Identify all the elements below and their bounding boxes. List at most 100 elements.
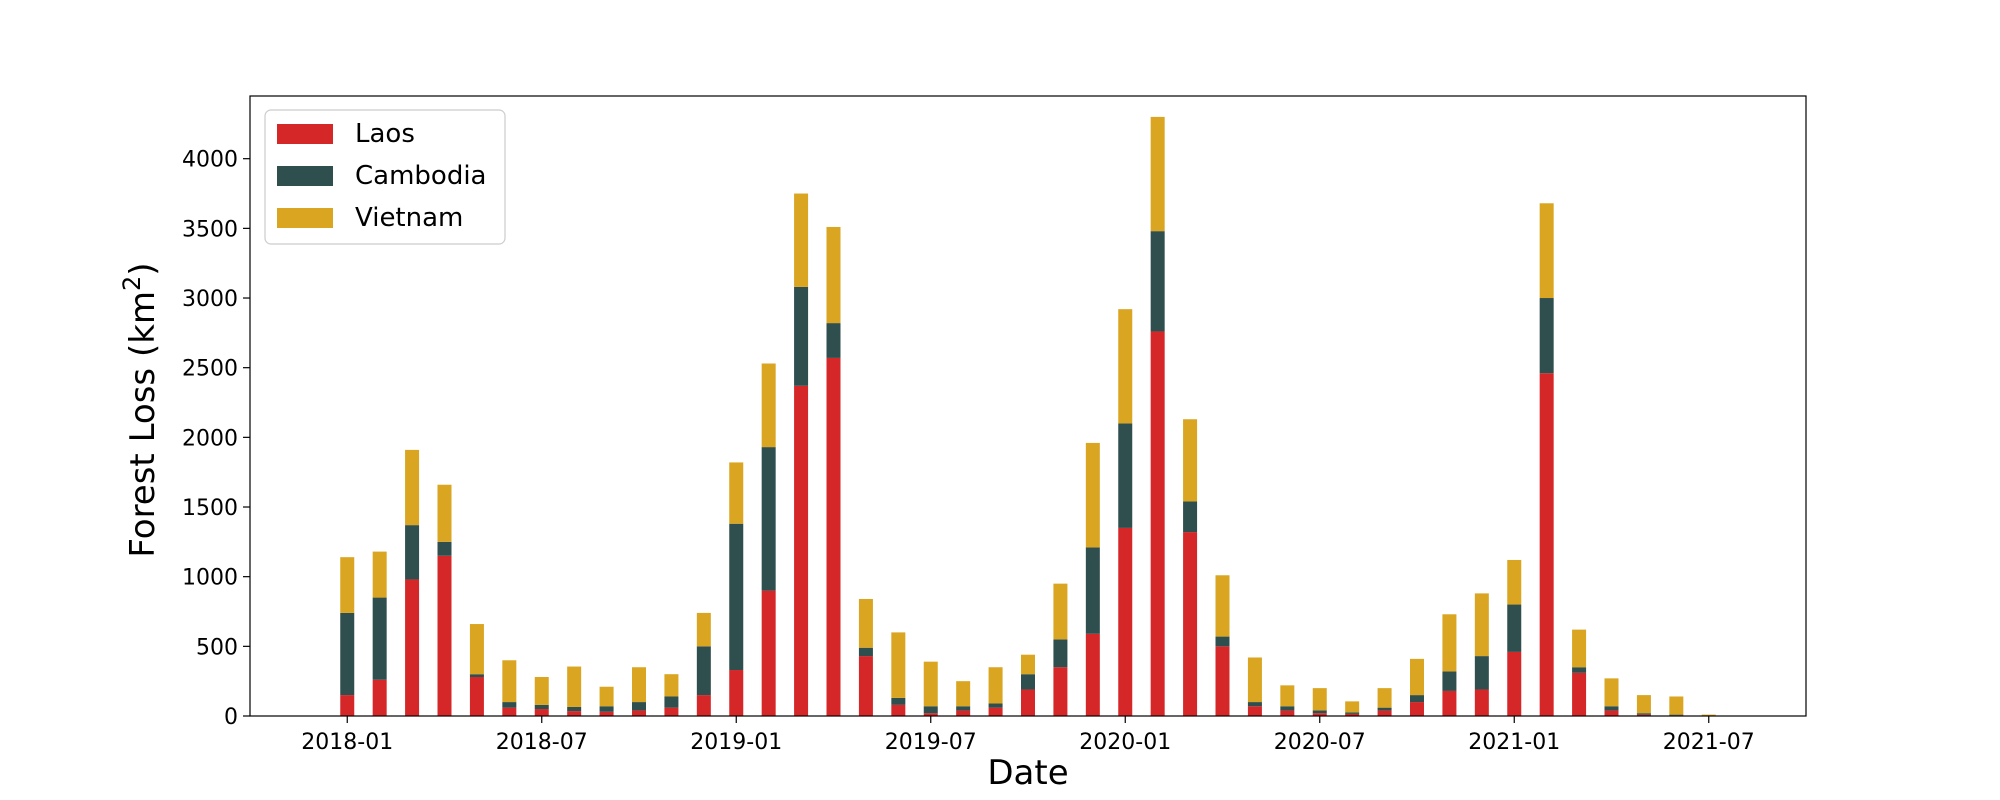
y-axis: 0 500 1000 1500 2000 2500 3000 3500 4000: [182, 148, 250, 730]
bar-cambodia-2019-02: [761, 447, 776, 591]
bar-vietnam-2020-06: [1280, 685, 1295, 707]
bar-laos-2020-12: [1474, 689, 1489, 716]
y-axis-title-close: ): [123, 262, 163, 275]
bar-vietnam-2020-04: [1215, 575, 1230, 637]
y-axis-title-superscript: 2: [118, 276, 146, 291]
bar-laos-2018-09: [599, 711, 614, 716]
bar-cambodia-2020-05: [1247, 702, 1262, 707]
y-tick-label: 4000: [182, 148, 238, 173]
y-tick-label: 1000: [182, 566, 238, 591]
bar-vietnam-2020-01: [1118, 309, 1133, 424]
bar-laos-2019-01: [729, 670, 744, 716]
bar-laos-2020-06: [1280, 710, 1295, 716]
bar-vietnam-2020-02: [1150, 116, 1165, 232]
bar-vietnam-2021-02: [1539, 203, 1554, 299]
y-axis-title: Forest Loss (km2): [118, 262, 163, 557]
bar-vietnam-2018-11: [664, 674, 679, 697]
bar-vietnam-2021-04: [1604, 678, 1619, 707]
bar-cambodia-2019-12: [1085, 547, 1100, 634]
bar-vietnam-2019-07: [923, 661, 938, 707]
x-tick-label: 2020-07: [1274, 730, 1366, 755]
bar-laos-2019-09: [988, 707, 1003, 716]
bar-laos-2020-03: [1183, 532, 1198, 716]
bar-laos-2020-07: [1312, 713, 1327, 716]
bar-laos-2019-12: [1085, 633, 1100, 716]
bar-laos-2018-07: [534, 709, 549, 716]
bar-laos-2018-02: [372, 679, 387, 716]
y-tick-label: 3500: [182, 217, 238, 242]
bar-cambodia-2020-08: [1345, 712, 1360, 714]
bar-cambodia-2021-06: [1669, 714, 1684, 716]
bar-vietnam-2021-01: [1507, 559, 1522, 605]
bar-cambodia-2021-01: [1507, 604, 1522, 652]
bar-vietnam-2018-01: [340, 557, 355, 613]
bar-vietnam-2018-07: [534, 676, 549, 705]
bar-laos-2018-05: [469, 676, 484, 716]
bar-cambodia-2019-08: [956, 706, 971, 711]
bars-layer: [340, 116, 1716, 716]
bar-vietnam-2020-12: [1474, 593, 1489, 657]
bar-vietnam-2018-08: [567, 666, 582, 707]
bar-vietnam-2018-06: [502, 660, 517, 703]
bar-laos-2020-09: [1377, 710, 1392, 716]
bar-vietnam-2021-05: [1636, 695, 1651, 714]
legend-swatch-laos: [277, 124, 333, 144]
bar-laos-2018-10: [632, 710, 646, 716]
bar-vietnam-2018-02: [372, 551, 387, 598]
bar-vietnam-2020-05: [1247, 657, 1262, 703]
bar-cambodia-2018-03: [405, 525, 420, 580]
bar-cambodia-2018-08: [567, 706, 582, 712]
bar-cambodia-2018-07: [534, 704, 549, 710]
bar-cambodia-2019-04: [826, 323, 841, 358]
bar-laos-2019-11: [1053, 667, 1068, 716]
bar-laos-2018-06: [502, 707, 517, 716]
bar-vietnam-2020-09: [1377, 688, 1392, 708]
bar-laos-2021-05: [1636, 714, 1651, 716]
bar-vietnam-2018-10: [632, 667, 646, 703]
bar-vietnam-2020-07: [1312, 688, 1327, 711]
bar-laos-2018-11: [664, 707, 679, 716]
bar-laos-2019-04: [826, 357, 841, 716]
bar-laos-2021-01: [1507, 651, 1522, 716]
bar-laos-2020-08: [1345, 713, 1360, 716]
bar-laos-2019-05: [858, 656, 873, 716]
bar-laos-2020-05: [1247, 706, 1262, 716]
legend-label-laos: Laos: [355, 119, 415, 149]
bar-vietnam-2020-03: [1183, 419, 1198, 502]
bar-laos-2018-04: [437, 555, 452, 716]
bar-vietnam-2019-08: [956, 681, 971, 707]
legend-label-vietnam: Vietnam: [355, 203, 463, 233]
bar-cambodia-2018-02: [372, 597, 387, 680]
bar-laos-2019-03: [794, 385, 809, 716]
y-tick-label: 2000: [182, 426, 238, 451]
bar-laos-2020-11: [1442, 690, 1457, 716]
bar-vietnam-2019-05: [858, 598, 873, 648]
x-tick-label: 2018-07: [496, 730, 588, 755]
bar-cambodia-2018-09: [599, 706, 614, 712]
bar-vietnam-2018-03: [405, 449, 420, 526]
bar-cambodia-2019-06: [891, 697, 906, 705]
bar-cambodia-2021-05: [1636, 713, 1651, 715]
bar-cambodia-2019-07: [923, 706, 938, 714]
bar-vietnam-2019-11: [1053, 583, 1068, 640]
bar-vietnam-2018-05: [469, 624, 484, 675]
bar-cambodia-2020-10: [1410, 695, 1424, 703]
bar-cambodia-2018-04: [437, 541, 452, 556]
bar-vietnam-2018-12: [696, 612, 711, 647]
bar-vietnam-2019-01: [729, 462, 744, 524]
bar-laos-2019-02: [761, 590, 776, 716]
bar-laos-2020-04: [1215, 646, 1230, 716]
bar-vietnam-2018-09: [599, 686, 614, 707]
bar-laos-2019-10: [1021, 689, 1035, 716]
y-tick-label: 1500: [182, 496, 238, 521]
bar-vietnam-2021-06: [1669, 696, 1684, 715]
y-tick-label: 0: [224, 705, 238, 730]
bar-cambodia-2020-02: [1150, 231, 1165, 332]
bar-cambodia-2018-06: [502, 702, 517, 708]
bar-cambodia-2020-03: [1183, 501, 1198, 533]
bar-cambodia-2019-05: [858, 647, 873, 657]
x-tick-label: 2019-01: [690, 730, 782, 755]
bar-cambodia-2019-11: [1053, 639, 1068, 668]
bar-laos-2020-02: [1150, 331, 1165, 716]
